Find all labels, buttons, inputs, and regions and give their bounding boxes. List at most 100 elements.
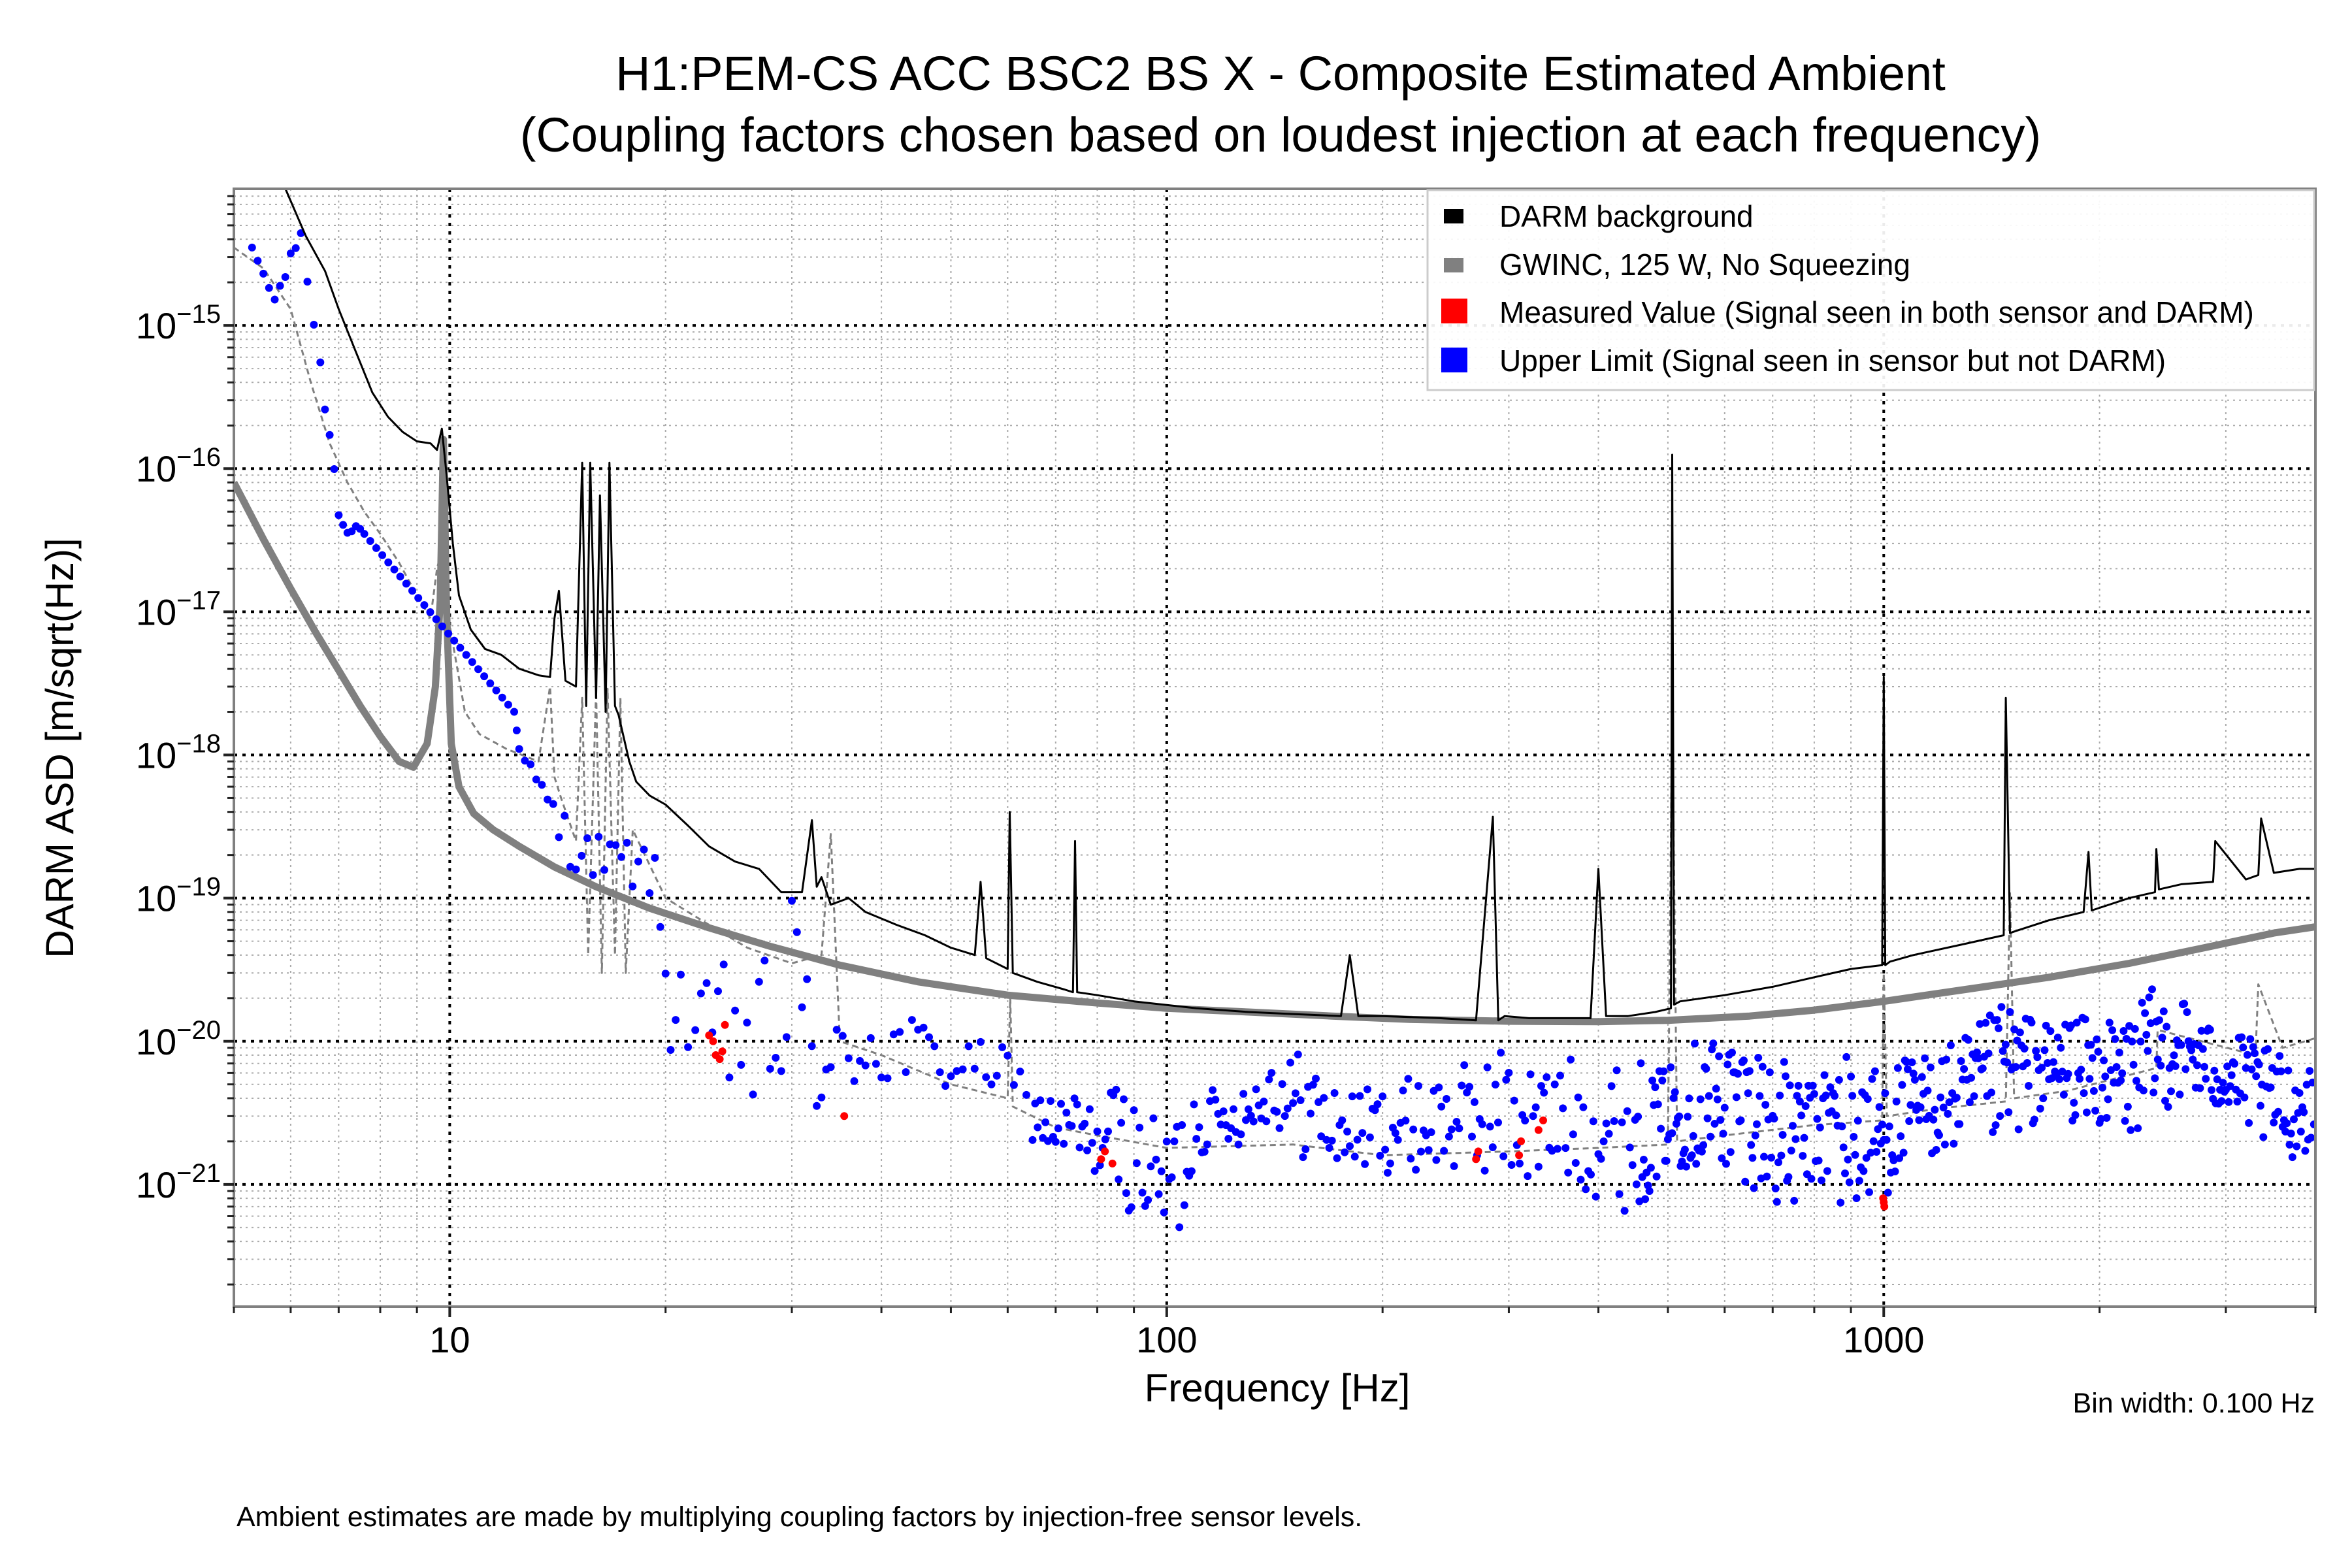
- upper-limit-point: [1427, 1128, 1435, 1136]
- upper-limit-point: [2198, 1045, 2207, 1053]
- upper-limit-point: [1847, 1072, 1855, 1081]
- upper-limit-point: [1820, 1071, 1829, 1079]
- upper-limit-point: [634, 857, 642, 866]
- upper-limit-point: [515, 745, 523, 753]
- upper-limit-point: [1973, 1048, 1981, 1056]
- upper-limit-point: [1906, 1101, 1915, 1109]
- measured-value-point: [1101, 1147, 1109, 1156]
- upper-limit-point: [1047, 1097, 1054, 1105]
- upper-limit-point: [2161, 1096, 2169, 1105]
- upper-limit-point: [1237, 1130, 1245, 1139]
- upper-limit-point: [2070, 1098, 2078, 1107]
- upper-limit-point: [1955, 1120, 1964, 1128]
- upper-limit-point: [714, 987, 722, 996]
- upper-limit-point: [1138, 1188, 1147, 1197]
- upper-limit-point: [1569, 1130, 1577, 1139]
- upper-limit-point: [527, 760, 535, 768]
- upper-limit-point: [1209, 1086, 1217, 1094]
- upper-limit-point: [2108, 1026, 2117, 1034]
- upper-limit-point: [1526, 1070, 1535, 1079]
- upper-limit-point: [1789, 1122, 1797, 1130]
- y-tick-base: 10: [136, 305, 176, 346]
- upper-limit-point: [1294, 1051, 1302, 1058]
- legend-swatch-darm: [1444, 209, 1463, 223]
- upper-limit-point: [2064, 1070, 2072, 1078]
- upper-limit-point: [1926, 1063, 1935, 1071]
- upper-limit-point: [1623, 1107, 1631, 1115]
- upper-limit-point: [1669, 1094, 1678, 1102]
- upper-limit-point: [1502, 1075, 1511, 1084]
- upper-limit-point: [1180, 1201, 1188, 1209]
- upper-limit-point: [976, 1037, 985, 1046]
- upper-limit-point: [2012, 1063, 2020, 1071]
- upper-limit-point: [1651, 1083, 1659, 1092]
- upper-limit-point: [2259, 1133, 2268, 1141]
- upper-limit-point: [1417, 1147, 1425, 1156]
- upper-limit-point: [2010, 1025, 2019, 1034]
- upper-limit-point: [617, 853, 625, 861]
- upper-limit-point: [1921, 1054, 1929, 1062]
- upper-limit-point: [2030, 1115, 2038, 1124]
- upper-limit-point: [766, 1064, 774, 1073]
- upper-limit-point: [2288, 1153, 2296, 1162]
- upper-limit-point: [1540, 1088, 1548, 1097]
- measured-value-point: [1517, 1137, 1526, 1145]
- measured-value-point: [705, 1031, 713, 1039]
- legend-label-darm: DARM background: [1499, 199, 1754, 233]
- upper-limit-point: [2171, 1062, 2180, 1070]
- upper-limit-point: [1634, 1113, 1642, 1121]
- upper-limit-point: [1309, 1081, 1317, 1089]
- upper-limit-point: [2155, 1016, 2163, 1024]
- upper-limit-point: [1719, 1130, 1727, 1138]
- upper-limit-point: [1553, 1145, 1561, 1153]
- upper-limit-point: [2004, 1108, 2013, 1117]
- measured-value-point: [1880, 1202, 1889, 1211]
- upper-limit-point: [1537, 1082, 1545, 1090]
- upper-limit-point: [798, 1003, 806, 1011]
- upper-limit-point: [1060, 1139, 1068, 1148]
- upper-limit-point: [1283, 1104, 1292, 1113]
- upper-limit-point: [1211, 1096, 1220, 1104]
- upper-limit-point: [1356, 1092, 1364, 1100]
- y-tick-base: 10: [136, 1021, 176, 1062]
- upper-limit-point: [372, 544, 380, 552]
- upper-limit-point: [1659, 1067, 1668, 1075]
- upper-limit-point: [486, 679, 495, 687]
- upper-limit-point: [1443, 1095, 1450, 1103]
- upper-limit-point: [832, 1026, 841, 1034]
- upper-limit-point: [1093, 1127, 1102, 1135]
- upper-limit-point: [1364, 1085, 1371, 1094]
- upper-limit-point: [1964, 1036, 1972, 1044]
- y-tick-label: 10−21: [136, 1159, 221, 1205]
- upper-limit-point: [2020, 1045, 2029, 1053]
- upper-limit-point: [696, 989, 705, 998]
- upper-limit-point: [276, 282, 284, 290]
- upper-limit-point: [1720, 1103, 1729, 1112]
- upper-limit-point: [889, 1030, 898, 1039]
- upper-limit-point: [259, 269, 268, 278]
- upper-limit-point: [1597, 1154, 1605, 1163]
- upper-limit-point: [1767, 1153, 1776, 1162]
- upper-limit-point: [1187, 1167, 1196, 1175]
- upper-limit-point: [1892, 1098, 1901, 1105]
- upper-limit-point: [2044, 1059, 2051, 1067]
- upper-limit-point: [2039, 1094, 2048, 1103]
- upper-limit-point: [1455, 1124, 1463, 1133]
- upper-limit-point: [1543, 1073, 1551, 1081]
- upper-limit-point: [629, 882, 637, 890]
- upper-limit-point: [1041, 1118, 1050, 1126]
- upper-limit-point: [1918, 1073, 1926, 1081]
- upper-limit-point: [1437, 1102, 1446, 1111]
- upper-limit-point: [2158, 1034, 2166, 1042]
- upper-limit-point: [1414, 1082, 1422, 1090]
- upper-limit-point: [2033, 1053, 2042, 1062]
- upper-limit-point: [316, 358, 325, 367]
- upper-limit-point: [2032, 1047, 2040, 1055]
- upper-limit-point: [1589, 1117, 1597, 1126]
- upper-limit-point: [1190, 1100, 1198, 1109]
- upper-limit-point: [1754, 1054, 1763, 1062]
- measured-value-point: [1539, 1116, 1547, 1124]
- y-tick-exponent: −16: [176, 443, 221, 472]
- upper-limit-point: [1929, 1115, 1938, 1124]
- upper-limit-point: [2284, 1066, 2293, 1075]
